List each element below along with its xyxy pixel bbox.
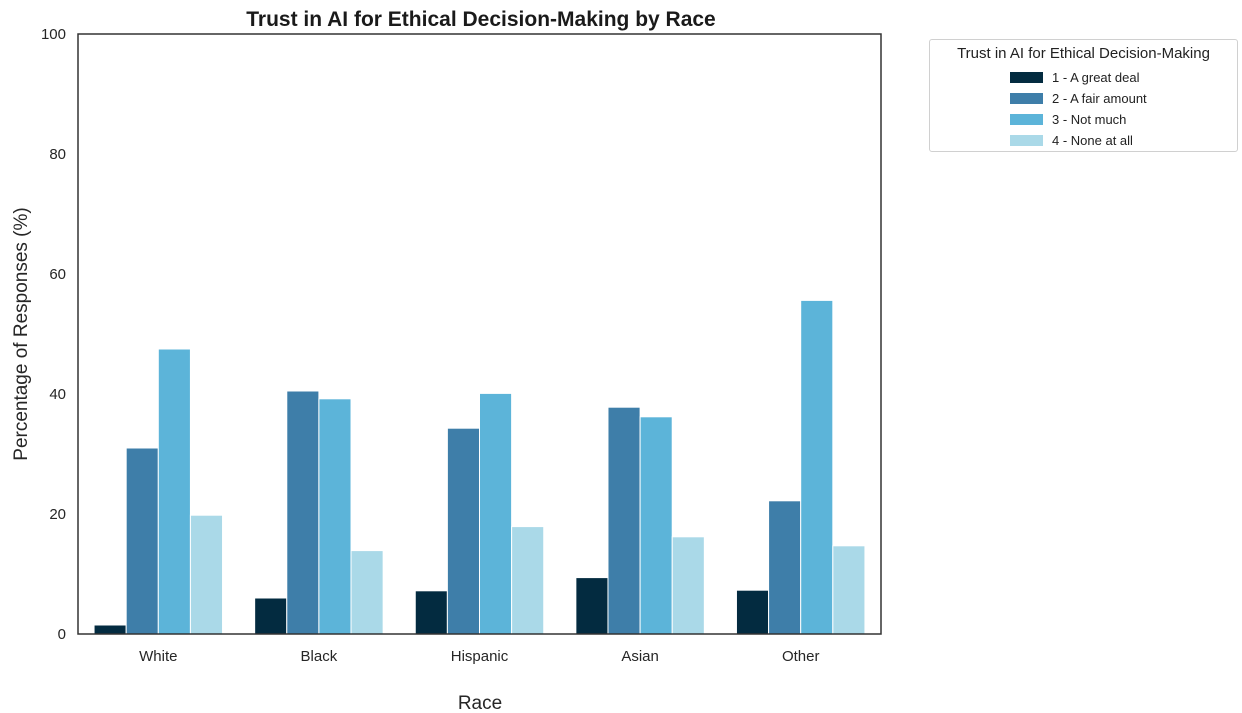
bar xyxy=(286,390,320,635)
bar xyxy=(189,514,224,635)
legend: Trust in AI for Ethical Decision-Making … xyxy=(929,39,1238,152)
y-tick-label: 100 xyxy=(41,26,66,43)
legend-label: 2 - A fair amount xyxy=(1052,90,1147,106)
y-tick-label: 60 xyxy=(49,266,66,283)
legend-item: 3 - Not much xyxy=(1010,110,1126,128)
bar xyxy=(575,577,609,635)
bar xyxy=(671,536,705,635)
bar xyxy=(511,526,545,635)
bars-group xyxy=(93,299,866,635)
bar xyxy=(446,427,481,635)
legend-item: 2 - A fair amount xyxy=(1010,89,1147,107)
bar xyxy=(157,348,191,635)
bar xyxy=(607,406,641,635)
legend-label: 1 - A great deal xyxy=(1052,69,1140,85)
x-tick-label: Hispanic xyxy=(451,648,509,665)
y-tick-label: 80 xyxy=(49,146,66,163)
chart-title: Trust in AI for Ethical Decision-Making … xyxy=(246,8,716,31)
bar xyxy=(735,589,770,635)
legend-label: 3 - Not much xyxy=(1052,111,1127,127)
y-axis-label: Percentage of Responses (%) xyxy=(11,207,32,460)
bar xyxy=(318,398,352,635)
bar xyxy=(639,416,673,635)
bar xyxy=(350,550,384,635)
legend-swatch xyxy=(1010,92,1043,104)
plot-area-frame xyxy=(77,33,882,635)
y-tick-label: 20 xyxy=(49,506,66,523)
y-tick-label: 0 xyxy=(58,626,66,643)
legend-item: 4 - None at all xyxy=(1010,131,1133,149)
x-tick-label: Other xyxy=(782,648,820,665)
legend-swatch xyxy=(1010,134,1043,146)
x-tick-label: White xyxy=(139,648,177,665)
bar xyxy=(254,597,288,635)
legend-label: 4 - None at all xyxy=(1052,132,1133,148)
legend-swatch xyxy=(1010,71,1043,83)
bar xyxy=(414,590,448,635)
x-tick-label: Black xyxy=(301,648,338,665)
legend-item: 1 - A great deal xyxy=(1010,68,1139,86)
bar xyxy=(768,500,802,635)
x-axis-label: Race xyxy=(458,693,502,713)
bar xyxy=(125,447,159,635)
bar xyxy=(800,299,834,635)
bar xyxy=(832,545,866,635)
bar xyxy=(479,392,513,635)
y-tick-label: 40 xyxy=(49,386,66,403)
legend-title: Trust in AI for Ethical Decision-Making xyxy=(957,45,1210,62)
legend-swatch xyxy=(1010,113,1043,125)
x-tick-label: Asian xyxy=(621,648,659,665)
bar xyxy=(93,624,127,635)
x-tick-labels: White Black Hispanic Asian Other xyxy=(139,648,819,665)
y-tick-labels: 0 20 40 60 80 100 xyxy=(41,26,66,643)
